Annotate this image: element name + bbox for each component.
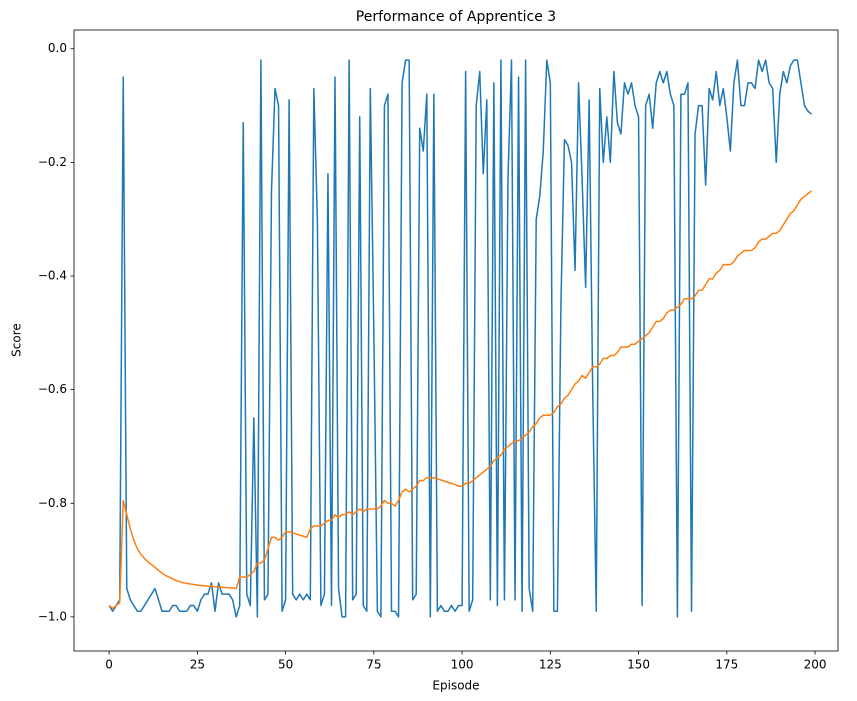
y-tick-label: −0.2 [38, 155, 67, 169]
x-tick-label: 150 [627, 658, 650, 672]
x-tick-label: 100 [451, 658, 474, 672]
x-tick-label: 75 [366, 658, 381, 672]
y-tick-label: −0.4 [38, 269, 67, 283]
x-tick-label: 25 [190, 658, 205, 672]
y-tick-label: −1.0 [38, 609, 67, 623]
y-tick-label: −0.8 [38, 496, 67, 510]
x-tick-label: 200 [804, 658, 827, 672]
x-tick-label: 125 [539, 658, 562, 672]
y-tick-label: −0.6 [38, 382, 67, 396]
chart-title: Performance of Apprentice 3 [356, 9, 556, 25]
plot-frame [73, 29, 839, 652]
x-tick-label: 175 [715, 658, 738, 672]
y-tick-label: 0.0 [48, 41, 67, 55]
y-axis-label: Score [10, 323, 24, 357]
x-tick-label: 50 [278, 658, 293, 672]
x-tick-label: 0 [105, 658, 113, 672]
series-line [108, 190, 813, 610]
series-line [108, 59, 813, 618]
x-axis-label: Episode [432, 679, 479, 693]
